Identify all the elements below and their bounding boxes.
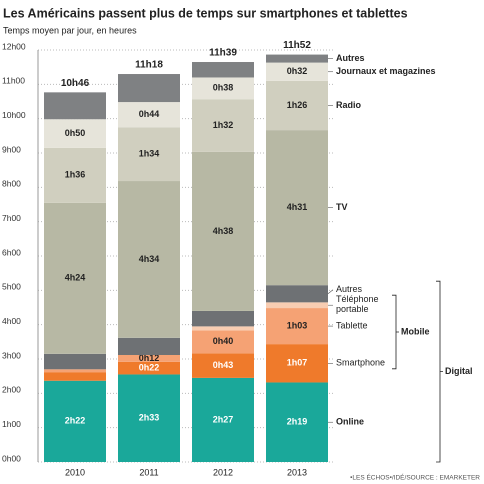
bar-segment <box>118 361 180 375</box>
value-label: 2h19 <box>287 417 308 427</box>
bar-segment <box>44 353 106 370</box>
bar-segment <box>266 302 328 309</box>
y-tick-label: 3h00 <box>2 350 21 360</box>
series-label: Tablette <box>336 320 368 330</box>
x-tick-label: 2012 <box>213 467 233 477</box>
series-label-line: Téléphone <box>336 295 381 305</box>
bar-segment <box>192 377 254 462</box>
bar-segment <box>118 102 180 128</box>
value-label: 0h43 <box>213 360 234 370</box>
bar-segment <box>44 147 106 203</box>
value-label: 2h22 <box>65 416 86 426</box>
value-label: 0h38 <box>213 83 234 93</box>
bar-segment <box>266 130 328 286</box>
group-bracket <box>436 280 443 463</box>
bar-segment <box>266 54 328 63</box>
value-label: 0h12 <box>139 353 160 363</box>
y-tick-label: 6h00 <box>2 247 21 257</box>
bar-segment <box>44 92 106 120</box>
bar-segment <box>118 74 180 103</box>
value-label: 1h26 <box>287 100 308 110</box>
bar-segment <box>266 80 328 131</box>
bar-segment <box>118 127 180 182</box>
series-label: Journaux et magazines <box>336 66 436 76</box>
value-label: 1h07 <box>287 358 308 368</box>
bar-segment <box>266 308 328 345</box>
total-label: 11h52 <box>283 40 311 51</box>
bar-segment <box>118 354 180 362</box>
y-tick-label: 7h00 <box>2 213 21 223</box>
bar-segment <box>44 202 106 354</box>
series-label: Téléphone portable <box>336 295 381 315</box>
group-bracket <box>392 294 399 370</box>
series-label-line: portable <box>336 305 369 315</box>
bar-segment <box>266 285 328 303</box>
bar-segment <box>192 330 254 354</box>
bar-segment <box>266 62 328 81</box>
value-label: 1h03 <box>287 320 308 330</box>
value-label: 0h50 <box>65 128 86 138</box>
y-tick-label: 1h00 <box>2 419 21 429</box>
chart-title: Les Américains passent plus de temps sur… <box>3 6 408 20</box>
x-tick-label: 2011 <box>139 467 158 477</box>
value-label: 2h33 <box>139 413 160 423</box>
value-label: 0h22 <box>139 363 160 373</box>
bar-segment <box>192 62 254 78</box>
bar-segment <box>192 99 254 152</box>
value-label: 1h34 <box>139 149 160 159</box>
chart-subtitle: Temps moyen par jour, en heures <box>3 25 137 35</box>
y-tick-label: 5h00 <box>2 282 21 292</box>
bar-segment <box>44 372 106 381</box>
y-tick-label: 0h00 <box>2 453 21 463</box>
bar-segment <box>44 369 106 373</box>
value-label: 0h40 <box>213 336 234 346</box>
total-label: 10h46 <box>61 78 90 89</box>
value-label: 1h36 <box>65 170 86 180</box>
series-label: Radio <box>336 100 362 110</box>
bar-segment <box>118 181 180 338</box>
value-label: 0h32 <box>287 66 308 76</box>
total-label: 11h18 <box>135 60 163 71</box>
bar-segment <box>192 310 254 327</box>
bar-segment <box>44 380 106 462</box>
bar-segment <box>192 353 254 378</box>
y-tick-label: 12h00 <box>2 41 26 51</box>
y-tick-label: 2h00 <box>2 385 21 395</box>
value-label: 4h24 <box>65 273 86 283</box>
bar-segment <box>44 119 106 148</box>
value-label: 2h27 <box>213 414 234 424</box>
total-label: 11h39 <box>209 48 237 59</box>
value-label: 0h44 <box>139 109 160 119</box>
source: •LES ÉCHOS•/IDÉ/SOURCE : EMARKETER <box>350 473 480 482</box>
series-label: Online <box>336 417 364 427</box>
group-label: Digital <box>445 366 473 376</box>
bar-segment <box>192 326 254 331</box>
bar-segment <box>266 382 328 462</box>
group-label: Mobile <box>401 326 430 336</box>
y-tick-label: 11h00 <box>2 76 25 86</box>
series-label: Autres <box>336 53 365 63</box>
x-tick-label: 2010 <box>65 467 85 477</box>
bar-segment <box>192 77 254 100</box>
series-label: Smartphone <box>336 358 385 368</box>
y-tick-label: 4h00 <box>2 316 21 326</box>
y-tick-label: 10h00 <box>2 110 26 120</box>
y-tick-label: 8h00 <box>2 179 21 189</box>
bar-segment <box>192 151 254 311</box>
y-tick-label: 9h00 <box>2 144 21 154</box>
bar-segment <box>266 344 328 383</box>
leader <box>327 289 334 294</box>
bar-segment <box>118 374 180 462</box>
bar-segment <box>118 337 180 355</box>
value-label: 4h34 <box>139 254 160 264</box>
series-label: Autres <box>336 284 363 294</box>
value-label: 4h31 <box>287 202 308 212</box>
value-label: 4h38 <box>213 226 234 236</box>
series-label: TV <box>336 202 348 212</box>
value-label: 1h32 <box>213 120 234 130</box>
x-tick-label: 2013 <box>287 467 307 477</box>
